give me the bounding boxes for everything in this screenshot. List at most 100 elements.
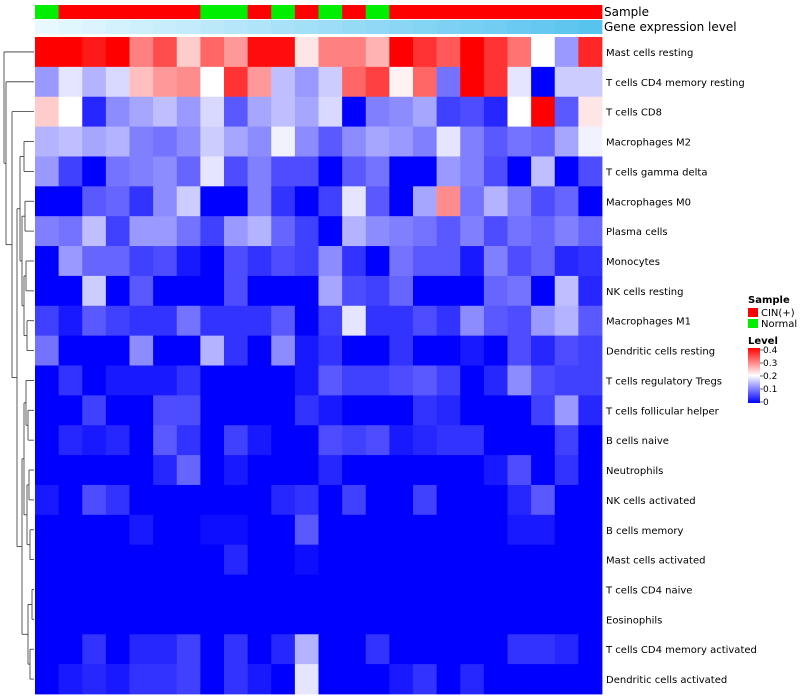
sample-annotation-cell [318,5,343,19]
heatmap-cell [365,305,390,337]
heatmap-cell [58,514,83,546]
heatmap-cell [531,634,556,665]
heatmap-cell [483,96,508,127]
heatmap-cell [294,335,319,366]
heatmap-cell [271,37,296,68]
heatmap-cell [129,246,154,277]
heatmap-cell [153,96,178,127]
heatmap-cell [531,365,556,396]
heatmap-cell [554,604,579,635]
expression-annotation-cell [413,20,438,34]
heatmap-cell [247,216,272,247]
heatmap-cell [35,514,60,546]
heatmap-cell [578,275,603,307]
heatmap-cell [436,216,461,247]
heatmap-cell [82,574,107,605]
sample-annotation-cell [483,5,508,19]
sample-legend-label-cin: CIN(+) [761,308,795,319]
heatmap-cell [483,365,508,396]
heatmap-cell [271,186,296,217]
heatmap-cell [436,574,461,605]
heatmap-cell [389,395,414,426]
heatmap-cell [483,66,508,98]
heatmap-cell [342,156,367,187]
heatmap-cell [247,365,272,396]
heatmap-cell [129,425,154,456]
heatmap-cell [365,37,390,68]
heatmap-cell [58,156,83,187]
heatmap-cell [271,156,296,187]
heatmap-cell [82,126,107,157]
heatmap-cell [247,604,272,635]
heatmap-cell [247,126,272,157]
heatmap-cell [224,484,249,516]
heatmap-cell [531,484,556,516]
heatmap-cell [507,604,532,635]
heatmap-cell [176,664,201,695]
heatmap-cell [176,275,201,307]
heatmap-cell [105,634,130,665]
heatmap-cell [294,37,319,68]
heatmap-cell [578,156,603,187]
heatmap-cell [342,305,367,337]
heatmap-cell [82,634,107,665]
heatmap-cell [200,425,225,456]
heatmap-cell [294,425,319,456]
heatmap-cell [554,305,579,337]
heatmap-cell [578,395,603,426]
heatmap-cell [35,365,60,396]
heatmap-cell [413,455,438,486]
heatmap-cell [35,186,60,217]
heatmap-cell [483,126,508,157]
heatmap-cell [460,246,485,277]
heatmap-cell [200,365,225,396]
heatmap-cell [200,574,225,605]
heatmap-cell [554,96,579,127]
heatmap-cell [436,275,461,307]
expression-annotation-cell [200,20,225,34]
heatmap-cell [365,156,390,187]
heatmap-cell [105,335,130,366]
expression-annotation-cell [365,20,390,34]
heatmap-cell [318,246,343,277]
heatmap-cell [578,246,603,277]
heatmap-cell [224,365,249,396]
heatmap-cell [129,365,154,396]
sample-annotation-cell [436,5,461,19]
heatmap-cell [365,126,390,157]
heatmap-cell [247,484,272,516]
heatmap-cell [153,634,178,665]
heatmap-cell [554,126,579,157]
heatmap-cell [460,216,485,247]
heatmap-cell [224,126,249,157]
row-label: Macrophages M1 [606,317,691,328]
heatmap-cell [460,305,485,337]
row-label: Plasma cells [606,227,668,238]
heatmap-cell [58,186,83,217]
heatmap-cell [365,216,390,247]
heatmap-cell [176,455,201,486]
heatmap-cell [58,664,83,695]
heatmap-cell [82,96,107,127]
heatmap-cell [153,156,178,187]
heatmap-cell [342,634,367,665]
heatmap-cell [153,216,178,247]
heatmap-cell [460,664,485,695]
expression-annotation-cell [35,20,60,34]
heatmap-cell [200,604,225,635]
heatmap-cell [82,425,107,456]
heatmap-cell [531,126,556,157]
heatmap-cell [200,126,225,157]
heatmap-cell [389,246,414,277]
heatmap-cell [413,395,438,426]
sample-annotation-cell [129,5,154,19]
heatmap-cell [176,634,201,665]
heatmap-cell [176,604,201,635]
row-label: NK cells activated [606,496,696,507]
heatmap-cell [342,126,367,157]
heatmap-cell [200,96,225,127]
heatmap-cell [413,66,438,98]
heatmap-cell [342,395,367,426]
heatmap-cell [389,156,414,187]
heatmap-cell [82,335,107,366]
